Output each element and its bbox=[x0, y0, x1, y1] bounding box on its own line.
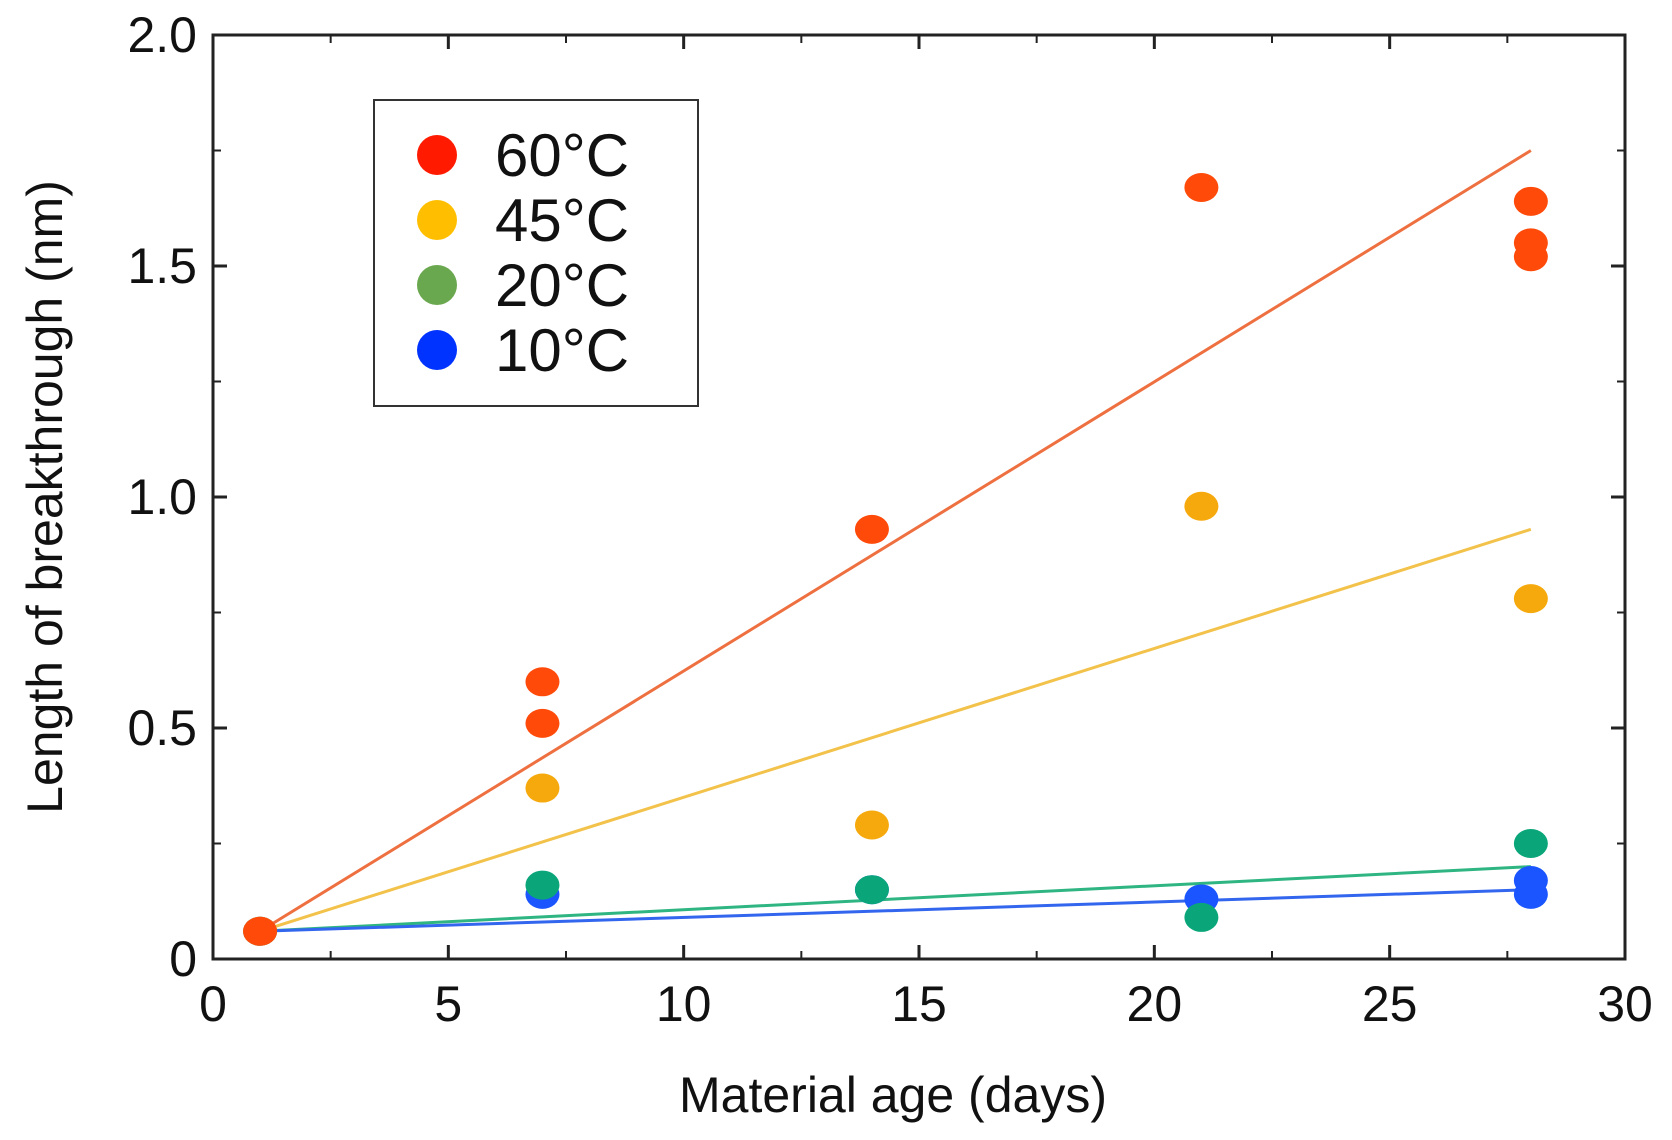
fit-line bbox=[259, 865, 1531, 933]
data-point bbox=[525, 870, 560, 900]
x-tick-label: 5 bbox=[434, 976, 462, 1032]
data-points bbox=[243, 172, 1548, 946]
fit-lines bbox=[259, 149, 1532, 933]
legend-label: 20°C bbox=[495, 252, 629, 319]
x-tick-label: 20 bbox=[1127, 976, 1183, 1032]
legend-label: 10°C bbox=[495, 317, 629, 384]
data-point bbox=[854, 514, 889, 544]
fit-line bbox=[259, 149, 1532, 933]
fit-line bbox=[259, 527, 1532, 933]
data-point bbox=[525, 667, 560, 697]
y-tick-label: 0.5 bbox=[127, 700, 197, 756]
data-point bbox=[1513, 186, 1548, 216]
legend-marker bbox=[417, 265, 457, 305]
data-point bbox=[525, 773, 560, 803]
data-point bbox=[525, 708, 560, 738]
x-tick-label: 0 bbox=[199, 976, 227, 1032]
x-tick-label: 30 bbox=[1597, 976, 1653, 1032]
legend-label: 60°C bbox=[495, 122, 629, 189]
axis-ticks bbox=[211, 33, 1627, 961]
legend: 60°C45°C20°C10°C bbox=[373, 99, 699, 407]
legend-marker bbox=[417, 200, 457, 240]
data-point bbox=[243, 916, 278, 946]
x-tick-label: 10 bbox=[656, 976, 712, 1032]
data-point bbox=[1184, 491, 1219, 521]
y-tick-label: 1.0 bbox=[127, 469, 197, 525]
x-tick-label: 15 bbox=[891, 976, 947, 1032]
data-point bbox=[1513, 584, 1548, 614]
x-tick-label: 25 bbox=[1362, 976, 1418, 1032]
x-axis-title: Material age (days) bbox=[679, 1067, 1107, 1123]
tick-labels: 0 5 10 15 20 25 30 0 0.5 1.0 1.5 2.0 bbox=[127, 7, 1652, 1032]
data-point bbox=[1513, 879, 1548, 909]
y-tick-label: 0 bbox=[169, 931, 197, 987]
data-point bbox=[854, 810, 889, 840]
data-point bbox=[854, 875, 889, 905]
legend-label: 45°C bbox=[495, 187, 629, 254]
y-axis-title: Length of breakthrough (nm) bbox=[17, 180, 73, 814]
y-tick-label: 1.5 bbox=[127, 238, 197, 294]
data-point bbox=[1184, 172, 1219, 202]
data-point bbox=[1184, 902, 1219, 932]
data-point bbox=[1513, 829, 1548, 858]
legend-marker bbox=[417, 135, 457, 175]
data-point bbox=[1513, 242, 1548, 272]
legend-marker bbox=[417, 330, 457, 370]
fit-line bbox=[260, 888, 1531, 933]
y-tick-label: 2.0 bbox=[127, 7, 197, 63]
